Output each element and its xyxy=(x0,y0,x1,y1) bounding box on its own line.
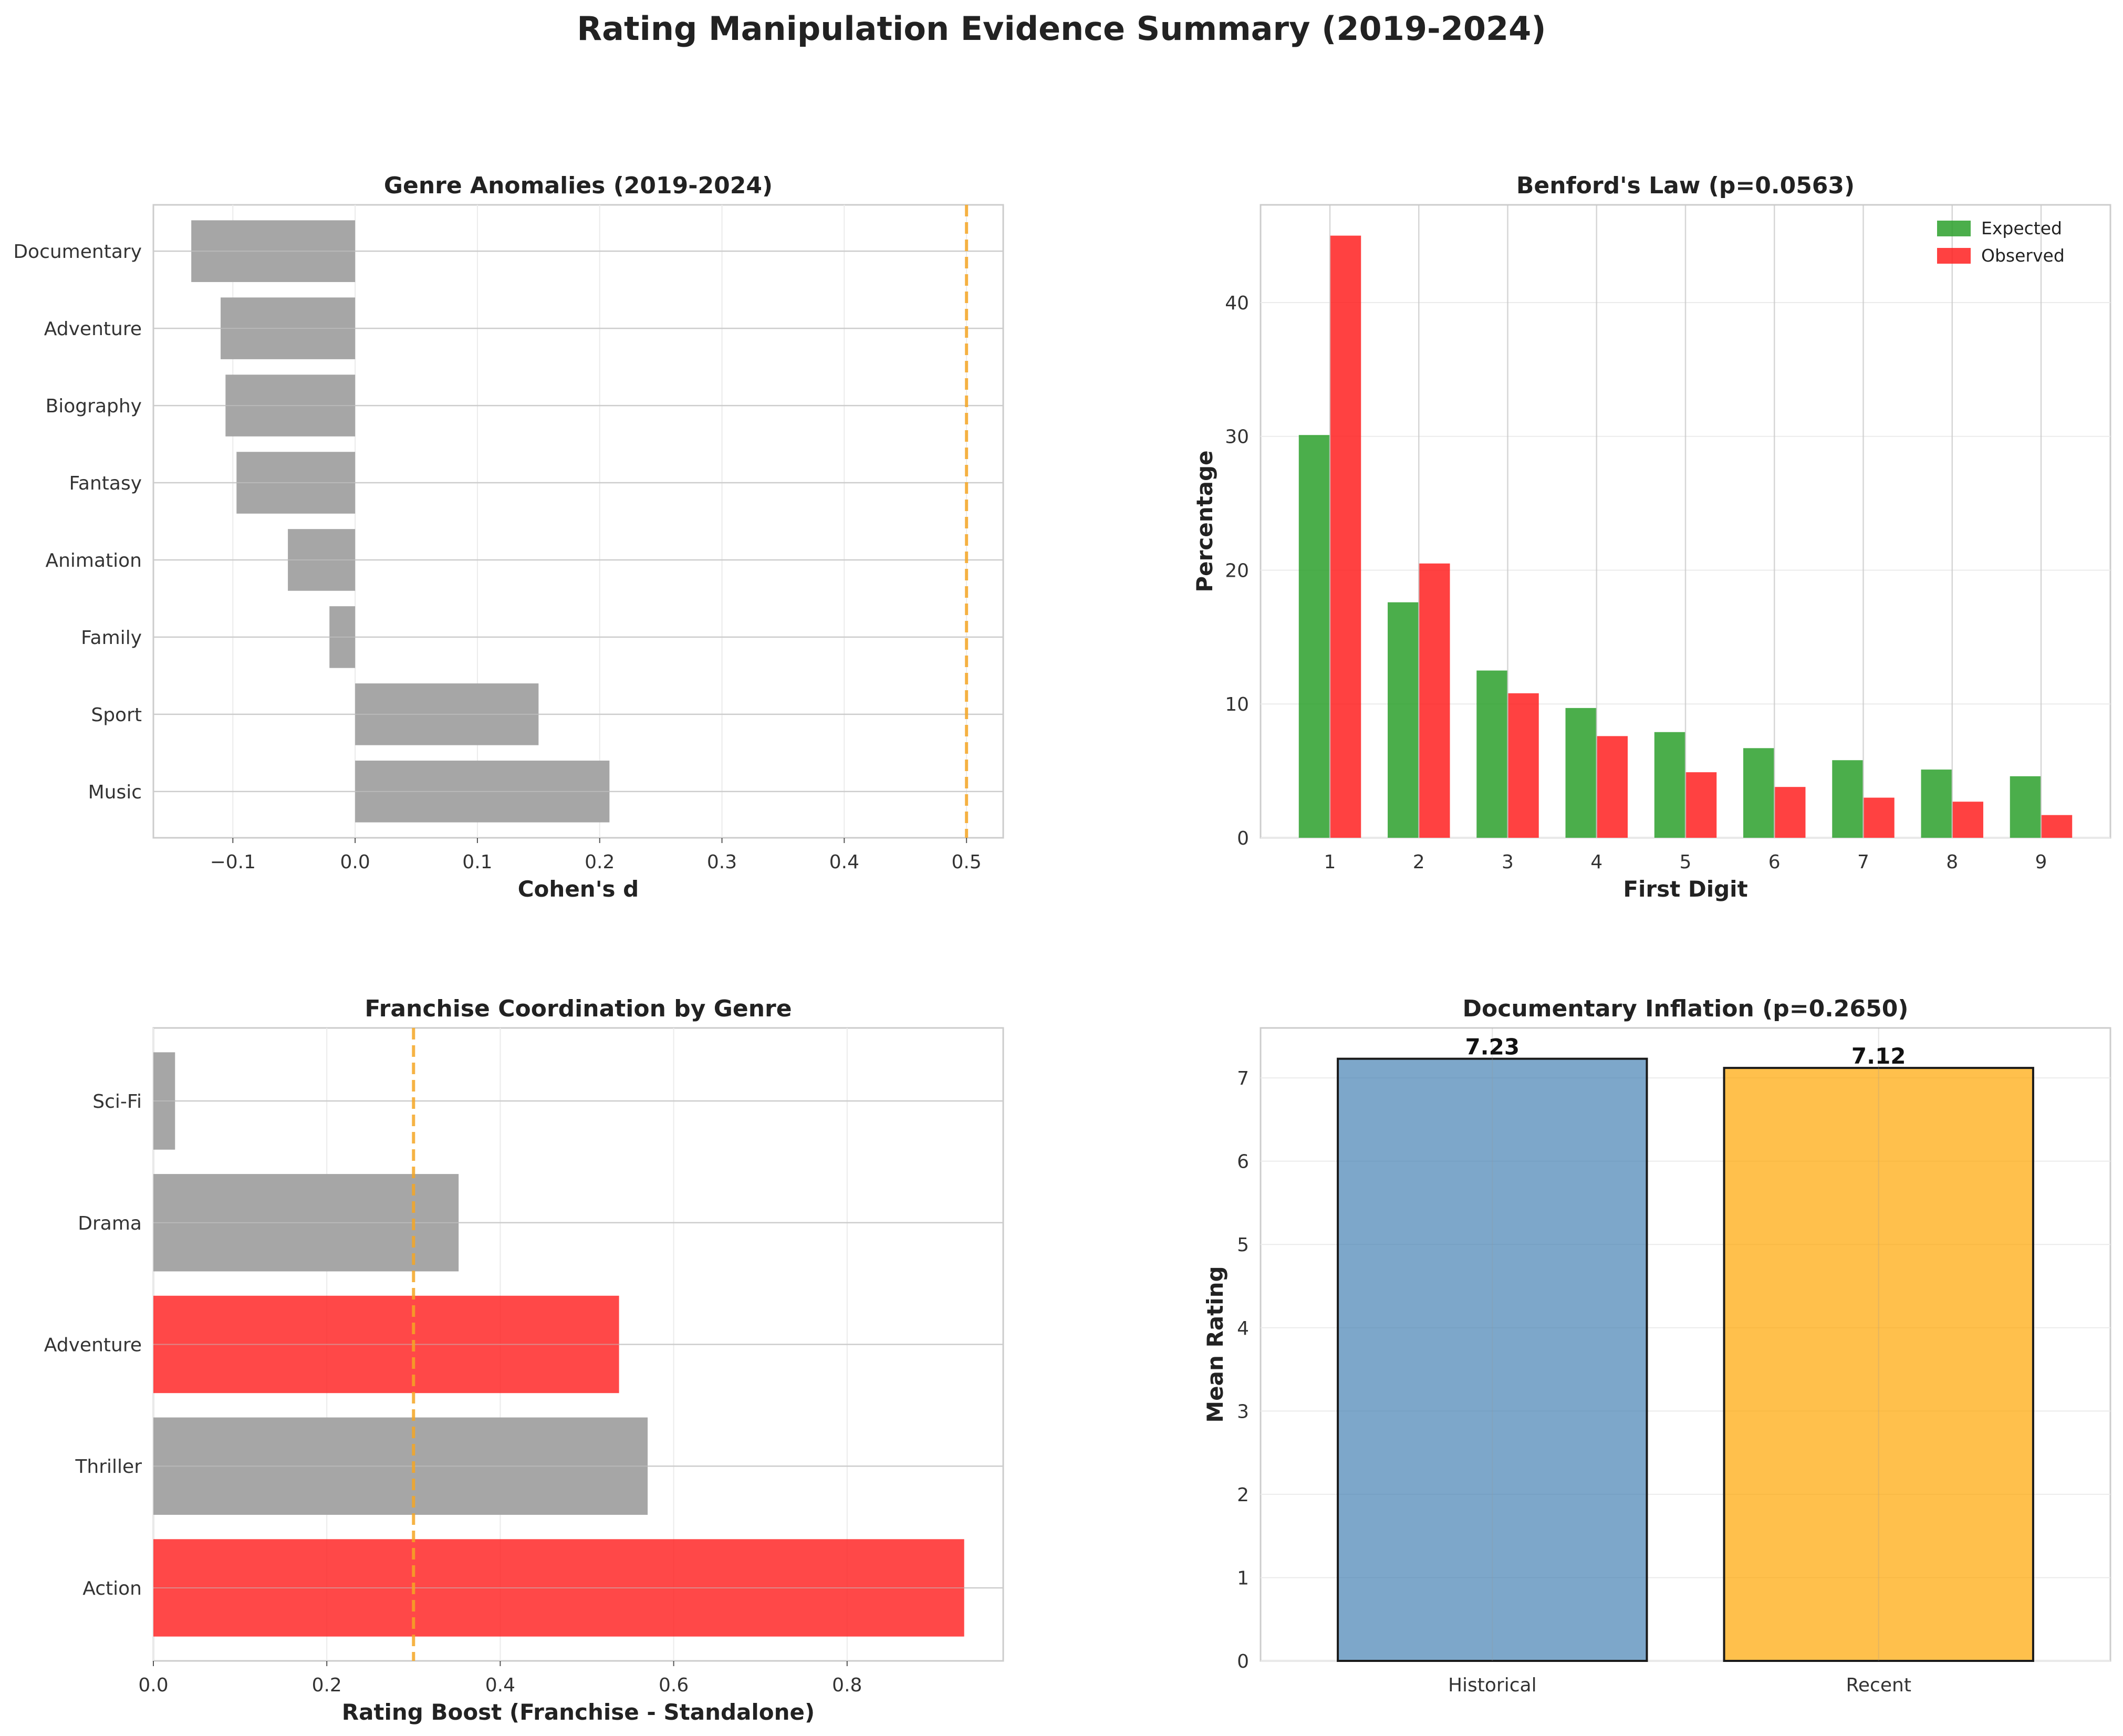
doc-ytick-label: 6 xyxy=(1237,1151,1249,1173)
genre-xtick-label: 0.4 xyxy=(829,851,859,873)
benford-bar-observed-8 xyxy=(1952,802,1983,838)
franchise-ytick-label: Thriller xyxy=(75,1456,142,1478)
franchise-xlabel: Rating Boost (Franchise - Standalone) xyxy=(342,1699,815,1725)
doc-data-label: 7.12 xyxy=(1851,1043,1906,1069)
benford-bar-observed-6 xyxy=(1774,787,1806,838)
benford-bar-expected-5 xyxy=(1654,732,1685,838)
benford-bar-observed-7 xyxy=(1863,797,1895,838)
benford-bar-observed-5 xyxy=(1685,772,1717,838)
benford-ytick-label: 20 xyxy=(1225,560,1249,581)
benford-bar-observed-1 xyxy=(1330,235,1361,838)
genre-ytick-label: Biography xyxy=(46,396,142,417)
benford-bar-expected-7 xyxy=(1832,760,1864,838)
doc-ytick-label: 7 xyxy=(1237,1068,1249,1089)
benford-bar-expected-9 xyxy=(2010,776,2041,838)
benford-bar-expected-2 xyxy=(1388,602,1419,838)
legend-label-observed: Observed xyxy=(1981,245,2065,266)
doc-ytick-label: 4 xyxy=(1237,1318,1249,1339)
benford-xtick-label: 7 xyxy=(1857,851,1869,873)
benford-ytick-label: 30 xyxy=(1225,427,1249,448)
benford-xtick-label: 8 xyxy=(1946,851,1958,873)
benford-xtick-label: 2 xyxy=(1413,851,1425,873)
benford-title: Benford's Law (p=0.0563) xyxy=(1516,172,1855,199)
doc-ytick-label: 5 xyxy=(1237,1234,1249,1256)
genre-ytick-label: Music xyxy=(88,782,142,803)
doc-bar-historical xyxy=(1337,1057,1648,1662)
legend-swatch-observed xyxy=(1937,248,1971,264)
doc-ytick-label: 2 xyxy=(1237,1484,1249,1506)
benford-ytick-label: 10 xyxy=(1225,694,1249,715)
doc-ytick-label: 1 xyxy=(1237,1567,1249,1589)
franchise-ytick-label: Adventure xyxy=(44,1335,142,1356)
genre-ytick-label: Fantasy xyxy=(69,473,142,494)
benford-ytick-label: 40 xyxy=(1225,293,1249,314)
genre-xtick-label: −0.1 xyxy=(210,851,256,873)
legend-label-expected: Expected xyxy=(1981,218,2062,238)
genre-ytick-label: Documentary xyxy=(13,241,142,263)
doc-title: Documentary Inflation (p=0.2650) xyxy=(1463,995,1909,1022)
benford-xtick-label: 4 xyxy=(1590,851,1602,873)
benford-xtick-label: 9 xyxy=(2035,851,2047,873)
franchise-xtick-label: 0.0 xyxy=(138,1675,168,1696)
benford-bar-expected-3 xyxy=(1476,670,1508,838)
doc-xtick-label: Historical xyxy=(1448,1675,1537,1696)
doc-bar-recent xyxy=(1723,1067,2034,1662)
franchise-xtick-label: 0.4 xyxy=(485,1675,515,1696)
franchise-ytick-label: Action xyxy=(82,1578,142,1599)
benford-bar-expected-4 xyxy=(1565,708,1597,838)
doc-xtick-label: Recent xyxy=(1846,1675,1911,1696)
franchise-ytick-label: Drama xyxy=(78,1213,142,1234)
genre-xtick-label: 0.0 xyxy=(340,851,370,873)
figure-title: Rating Manipulation Evidence Summary (20… xyxy=(577,9,1546,48)
doc-ylabel: Mean Rating xyxy=(1202,1266,1228,1422)
benford-xtick-label: 3 xyxy=(1502,851,1514,873)
franchise-xtick-label: 0.2 xyxy=(312,1675,342,1696)
genre-ytick-label: Sport xyxy=(91,704,142,726)
benford-xlabel: First Digit xyxy=(1623,876,1747,902)
genre-ytick-label: Family xyxy=(81,627,142,649)
franchise-xtick-label: 0.8 xyxy=(832,1675,862,1696)
benford-xtick-label: 5 xyxy=(1680,851,1692,873)
genre-xtick-label: 0.5 xyxy=(952,851,982,873)
benford-xtick-label: 1 xyxy=(1324,851,1336,873)
franchise-title: Franchise Coordination by Genre xyxy=(365,995,792,1022)
franchise-xtick-label: 0.6 xyxy=(659,1675,689,1696)
benford-ytick-label: 0 xyxy=(1237,828,1249,849)
genre-ytick-label: Adventure xyxy=(44,318,142,340)
legend-swatch-expected xyxy=(1937,221,1971,236)
genre-xlabel: Cohen's d xyxy=(518,876,639,902)
benford-bar-observed-4 xyxy=(1596,736,1628,838)
franchise-ytick-label: Sci-Fi xyxy=(92,1091,142,1113)
genre-xtick-label: 0.2 xyxy=(585,851,615,873)
doc-ytick-label: 3 xyxy=(1237,1401,1249,1422)
benford-bar-observed-9 xyxy=(2041,815,2073,838)
doc-data-label: 7.23 xyxy=(1465,1034,1520,1060)
benford-bar-expected-1 xyxy=(1298,435,1330,838)
benford-bar-expected-8 xyxy=(1921,770,1952,838)
benford-bar-observed-3 xyxy=(1507,693,1539,838)
genre-ytick-label: Animation xyxy=(45,550,142,571)
benford-ylabel: Percentage xyxy=(1192,450,1217,592)
genre-xtick-label: 0.3 xyxy=(707,851,737,873)
genre-title: Genre Anomalies (2019-2024) xyxy=(384,172,773,199)
doc-ytick-label: 0 xyxy=(1237,1651,1249,1672)
benford-bar-expected-6 xyxy=(1743,748,1775,838)
benford-bar-observed-2 xyxy=(1419,563,1450,838)
benford-xtick-label: 6 xyxy=(1768,851,1781,873)
genre-xtick-label: 0.1 xyxy=(462,851,492,873)
